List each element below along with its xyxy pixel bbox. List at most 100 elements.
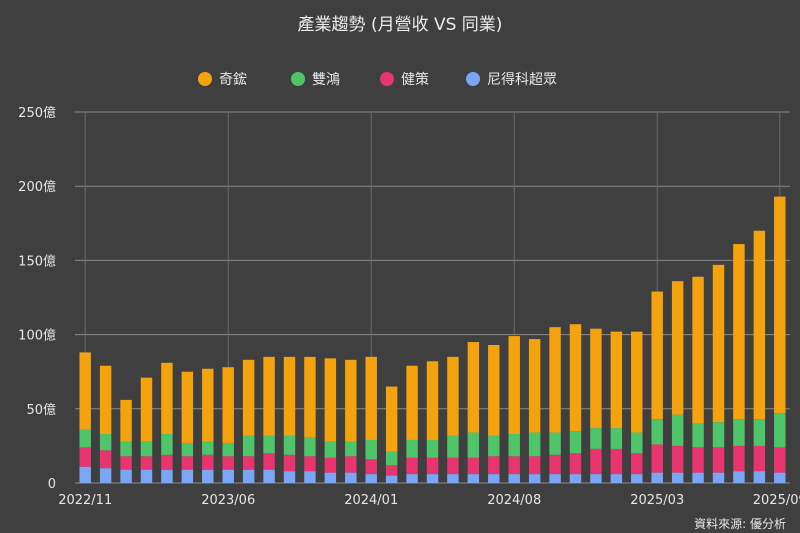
bar-segment[interactable] (385, 386, 398, 452)
bar-segment[interactable] (406, 474, 418, 483)
bar-segment[interactable] (426, 474, 439, 483)
bar-segment[interactable] (99, 434, 112, 451)
bar-segment[interactable] (610, 331, 623, 429)
bar-segment[interactable] (283, 454, 296, 472)
bar-segment[interactable] (733, 419, 745, 446)
bar-segment[interactable] (304, 356, 316, 437)
bar-segment[interactable] (528, 474, 541, 483)
bar-segment[interactable] (120, 441, 132, 457)
bar-segment[interactable] (140, 377, 153, 442)
bar-segment[interactable] (549, 474, 561, 483)
bar-segment[interactable] (406, 439, 418, 458)
bar-segment[interactable] (263, 453, 275, 470)
bar-stack[interactable] (242, 359, 255, 483)
bar-segment[interactable] (161, 362, 173, 435)
bar-segment[interactable] (161, 434, 173, 455)
bar-segment[interactable] (263, 435, 275, 454)
bar-segment[interactable] (549, 454, 561, 475)
bar-stack[interactable] (161, 362, 173, 483)
bar-segment[interactable] (202, 441, 214, 455)
bar-segment[interactable] (99, 468, 112, 483)
bar-segment[interactable] (324, 457, 337, 473)
bar-segment[interactable] (590, 428, 602, 449)
bar-segment[interactable] (345, 359, 357, 442)
bar-stack[interactable] (610, 331, 623, 483)
bar-segment[interactable] (631, 453, 643, 475)
bar-segment[interactable] (651, 419, 663, 445)
bar-segment[interactable] (385, 475, 398, 483)
bar-segment[interactable] (161, 469, 173, 483)
bar-stack[interactable] (140, 377, 153, 483)
bar-segment[interactable] (671, 472, 684, 483)
bar-segment[interactable] (283, 356, 296, 436)
bar-segment[interactable] (181, 469, 194, 483)
bar-stack[interactable] (406, 365, 418, 483)
bar-segment[interactable] (590, 474, 602, 483)
bar-segment[interactable] (651, 291, 663, 420)
bar-segment[interactable] (712, 447, 725, 473)
bar-segment[interactable] (426, 457, 439, 475)
bar-stack[interactable] (99, 365, 112, 483)
bar-segment[interactable] (733, 244, 745, 420)
bar-segment[interactable] (569, 431, 582, 454)
bar-segment[interactable] (508, 456, 520, 475)
bar-stack[interactable] (202, 368, 214, 483)
bar-stack[interactable] (263, 356, 275, 483)
bar-segment[interactable] (120, 469, 132, 483)
bar-segment[interactable] (549, 432, 561, 455)
bar-segment[interactable] (712, 422, 725, 448)
bar-segment[interactable] (304, 471, 316, 483)
bar-stack[interactable] (774, 196, 786, 483)
bar-stack[interactable] (549, 327, 561, 483)
bar-segment[interactable] (488, 456, 500, 475)
bar-stack[interactable] (590, 328, 602, 483)
bar-stack[interactable] (753, 230, 766, 483)
bar-stack[interactable] (671, 281, 684, 483)
bar-segment[interactable] (283, 471, 296, 483)
bar-segment[interactable] (202, 368, 214, 442)
bar-segment[interactable] (549, 327, 561, 433)
bar-segment[interactable] (345, 472, 357, 483)
bar-segment[interactable] (508, 336, 520, 435)
bar-segment[interactable] (365, 474, 377, 483)
bar-segment[interactable] (304, 456, 316, 472)
bar-segment[interactable] (774, 413, 786, 448)
bar-segment[interactable] (467, 432, 480, 458)
bar-segment[interactable] (181, 442, 194, 457)
bar-segment[interactable] (242, 359, 255, 436)
bar-segment[interactable] (467, 457, 480, 475)
bar-segment[interactable] (242, 469, 255, 483)
bar-segment[interactable] (774, 472, 786, 483)
bar-segment[interactable] (528, 432, 541, 457)
bar-segment[interactable] (569, 324, 582, 432)
bar-segment[interactable] (610, 428, 623, 449)
bar-segment[interactable] (631, 331, 643, 433)
bar-segment[interactable] (345, 456, 357, 473)
bar-segment[interactable] (365, 459, 377, 475)
bar-segment[interactable] (753, 445, 766, 472)
bar-segment[interactable] (120, 399, 132, 442)
bar-stack[interactable] (181, 371, 194, 483)
bar-segment[interactable] (774, 196, 786, 414)
bar-segment[interactable] (324, 441, 337, 458)
bar-segment[interactable] (753, 419, 766, 446)
bar-segment[interactable] (631, 474, 643, 483)
bar-segment[interactable] (385, 465, 398, 476)
bar-segment[interactable] (242, 435, 255, 457)
bar-segment[interactable] (651, 444, 663, 473)
bar-segment[interactable] (99, 450, 112, 469)
bar-stack[interactable] (304, 356, 316, 483)
bar-segment[interactable] (181, 371, 194, 443)
bar-segment[interactable] (712, 472, 725, 483)
bar-segment[interactable] (324, 472, 337, 483)
bar-stack[interactable] (692, 276, 704, 483)
bar-segment[interactable] (140, 456, 153, 470)
bar-segment[interactable] (202, 454, 214, 470)
bar-stack[interactable] (120, 399, 132, 483)
bar-stack[interactable] (508, 336, 520, 483)
bar-segment[interactable] (140, 469, 153, 483)
bar-stack[interactable] (283, 356, 296, 483)
bar-segment[interactable] (79, 466, 91, 483)
bar-segment[interactable] (79, 352, 91, 430)
bar-stack[interactable] (467, 342, 480, 483)
